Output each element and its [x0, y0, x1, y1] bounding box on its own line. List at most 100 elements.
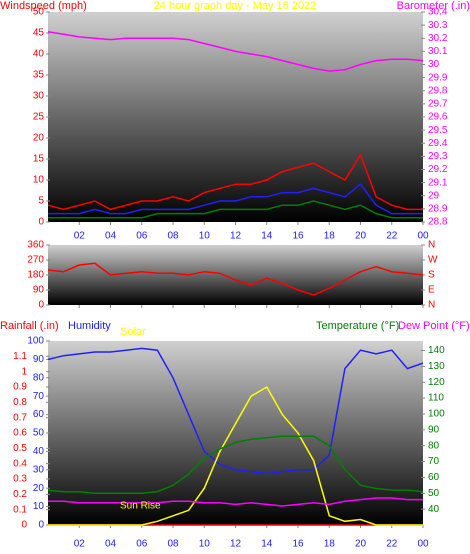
series-line — [48, 385, 423, 526]
y3-tick-label: 20 — [33, 483, 45, 494]
y-tick-label: 10 — [33, 175, 45, 186]
y-tick-label: 0.8 — [13, 397, 27, 408]
x-tick-label: 10 — [199, 231, 211, 242]
x-tick-label: 02 — [74, 539, 86, 550]
y-tick-label: 0.4 — [13, 458, 27, 469]
x-tick-label: 10 — [199, 539, 211, 550]
y-tick-label: 270 — [27, 255, 44, 266]
series-line — [47, 347, 424, 475]
y-tick-label: 30 — [33, 91, 45, 102]
y3-tick-label: 30 — [33, 464, 45, 475]
y3-tick-label: 100 — [27, 336, 44, 347]
y2-tick-label: 30.3 — [428, 20, 448, 31]
y-tick-label: 0 — [38, 217, 44, 228]
y2-tick-label: 30.2 — [428, 33, 448, 44]
y3-tick-label: 70 — [33, 391, 45, 402]
x-tick-label: 22 — [386, 539, 398, 550]
y2-tick-label: 60 — [428, 472, 440, 483]
y-tick-label: 0.5 — [13, 443, 27, 454]
y-tick-label: 0.7 — [13, 412, 27, 423]
y2-tick-label: 29.7 — [428, 99, 448, 110]
y-tick-label: 0.6 — [13, 428, 27, 439]
x-tick-label: 22 — [386, 231, 398, 242]
y-tick-label: 360 — [27, 240, 44, 251]
y-tick-label: 45 — [33, 28, 45, 39]
x-tick-label: 18 — [324, 539, 336, 550]
y2-tick-label: 30.4 — [428, 7, 448, 18]
y2-tick-label: 29.4 — [428, 138, 448, 149]
y2-tick-label: 50 — [428, 488, 440, 499]
plot-area — [48, 12, 423, 222]
series-line — [48, 497, 423, 507]
series-label: Windspeed (mph) — [0, 0, 87, 12]
series-line — [48, 200, 423, 219]
x-tick-label: 08 — [167, 231, 179, 242]
y2-tick-label: 28.9 — [428, 204, 448, 215]
x-tick-label: 04 — [105, 539, 117, 550]
y-tick-label: 35 — [33, 70, 45, 81]
y2-tick-label: 120 — [428, 377, 445, 388]
y-tick-label: 1 — [21, 366, 27, 377]
x-tick-label: 16 — [292, 231, 304, 242]
x-tick-label: 02 — [74, 231, 86, 242]
y3-tick-label: 0 — [38, 520, 44, 531]
y-tick-label: 0.2 — [13, 489, 27, 500]
y2-tick-label: 90 — [428, 424, 440, 435]
series-label: Humidity — [68, 320, 111, 332]
x-tick-label: 14 — [261, 231, 273, 242]
y2-tick-label: 30.1 — [428, 46, 448, 57]
y-tick-label: 0.1 — [13, 504, 27, 515]
series-line — [47, 30, 424, 72]
chart-title: 24 hour graph day - May 16 2022 — [154, 0, 317, 12]
series-label: Dew Point (°F) — [398, 320, 470, 332]
y2-tick-label: W — [428, 255, 438, 266]
x-tick-label: 12 — [230, 231, 242, 242]
x-tick-label: 00 — [417, 539, 429, 550]
y2-tick-label: 100 — [428, 409, 445, 420]
y2-tick-label: 29.2 — [428, 164, 448, 175]
y2-tick-label: 29 — [428, 190, 440, 201]
x-tick-label: 06 — [136, 231, 148, 242]
x-tick-label: 08 — [167, 539, 179, 550]
y-tick-label: 15 — [33, 154, 45, 165]
x-tick-label: 04 — [105, 231, 117, 242]
series-line — [47, 153, 423, 211]
x-tick-label: 12 — [230, 539, 242, 550]
y-tick-label: 1.1 — [13, 351, 27, 362]
series-line — [47, 435, 424, 495]
series-label: Solar — [120, 326, 146, 338]
y-tick-label: 90 — [33, 285, 45, 296]
y-tick-label: 0.9 — [13, 382, 27, 393]
y2-tick-label: 40 — [428, 504, 440, 515]
x-tick-label: 20 — [355, 231, 367, 242]
y3-tick-label: 90 — [33, 354, 45, 365]
y-tick-label: 0.3 — [13, 474, 27, 485]
y-tick-label: 180 — [27, 270, 44, 281]
y3-tick-label: 40 — [33, 446, 45, 457]
y2-tick-label: 28.8 — [428, 217, 448, 228]
plot-area — [48, 341, 423, 525]
y3-tick-label: 50 — [33, 428, 45, 439]
series-line — [47, 262, 424, 296]
y2-tick-label: 29.5 — [428, 125, 448, 136]
y-tick-label: 20 — [33, 133, 45, 144]
y-tick-label: 50 — [33, 7, 45, 18]
y-tick-label: 25 — [33, 112, 45, 123]
x-tick-label: 18 — [324, 231, 336, 242]
y2-tick-label: 130 — [428, 361, 445, 372]
y2-tick-label: 29.3 — [428, 151, 448, 162]
x-tick-label: 16 — [292, 539, 304, 550]
series-label: Rainfall (.in) — [0, 320, 59, 332]
y2-tick-label: N — [428, 300, 435, 311]
y3-tick-label: 60 — [33, 409, 45, 420]
y2-tick-label: 29.6 — [428, 112, 448, 123]
x-tick-label: 14 — [261, 539, 273, 550]
y2-tick-label: N — [428, 240, 435, 251]
y2-tick-label: E — [428, 285, 435, 296]
y-tick-label: 5 — [38, 196, 44, 207]
x-tick-label: 20 — [355, 539, 367, 550]
y2-tick-label: 140 — [428, 345, 445, 356]
y-tick-label: 0 — [38, 300, 44, 311]
annotation: Sun Rise — [120, 501, 161, 512]
y2-tick-label: 29.1 — [428, 177, 448, 188]
